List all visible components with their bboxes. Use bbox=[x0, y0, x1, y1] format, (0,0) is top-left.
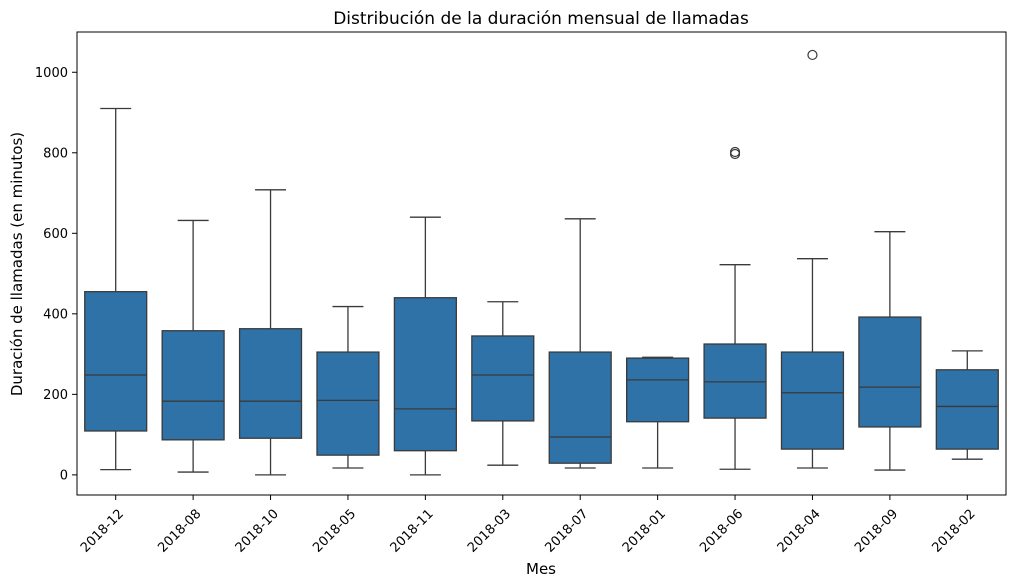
box-group-2018-08 bbox=[161, 219, 225, 473]
box-group-2018-12 bbox=[84, 107, 148, 471]
iqr-box bbox=[858, 316, 922, 428]
x-tick-label: 2018-10 bbox=[233, 507, 282, 556]
box-group-2018-04 bbox=[780, 49, 845, 469]
x-tick-label: 2018-11 bbox=[388, 507, 437, 556]
box-group-2018-07 bbox=[548, 218, 612, 469]
box-group-2018-05 bbox=[316, 305, 380, 469]
y-tick-label: 800 bbox=[43, 146, 68, 161]
x-tick-label: 2018-05 bbox=[310, 507, 359, 556]
iqr-box bbox=[393, 297, 457, 452]
x-tick-label: 2018-06 bbox=[697, 507, 746, 556]
box-group-2018-11 bbox=[393, 216, 457, 476]
outlier-point bbox=[729, 146, 741, 158]
x-tick-label: 2018-03 bbox=[465, 507, 514, 556]
iqr-box bbox=[626, 357, 690, 423]
x-tick-label: 2018-09 bbox=[852, 507, 901, 556]
box-group-2018-03 bbox=[471, 301, 535, 466]
y-tick-label: 600 bbox=[43, 227, 68, 242]
x-axis-label: Mes bbox=[526, 560, 556, 578]
x-tick-label: 2018-04 bbox=[775, 507, 824, 556]
iqr-box bbox=[316, 351, 380, 456]
y-tick-label: 0 bbox=[60, 468, 68, 483]
x-tick-label: 2018-12 bbox=[78, 507, 127, 556]
x-tick-label: 2018-01 bbox=[620, 507, 669, 556]
iqr-box bbox=[161, 330, 225, 441]
y-tick-label: 1000 bbox=[35, 66, 68, 81]
y-tick-label: 200 bbox=[43, 388, 68, 403]
box-group-2018-02 bbox=[935, 350, 999, 460]
iqr-box bbox=[84, 291, 148, 432]
plot-background bbox=[77, 32, 1006, 495]
iqr-box bbox=[238, 328, 303, 439]
box-group-2018-10 bbox=[238, 189, 303, 476]
x-tick-label: 2018-02 bbox=[930, 507, 979, 556]
iqr-box bbox=[703, 343, 767, 419]
box-group-2018-06 bbox=[703, 146, 767, 470]
box-group-2018-09 bbox=[858, 231, 922, 471]
iqr-box bbox=[548, 351, 612, 464]
plot-frame bbox=[76, 31, 1007, 496]
outlier-point bbox=[807, 49, 818, 61]
x-tick-label: 2018-08 bbox=[155, 507, 204, 556]
box-group-2018-01 bbox=[626, 356, 690, 469]
chart-title: Distribución de la duración mensual de l… bbox=[333, 9, 749, 29]
iqr-box bbox=[471, 335, 535, 422]
plot-area bbox=[77, 32, 1006, 495]
y-axis-label: Duración de llamadas (en minutos) bbox=[8, 132, 26, 396]
x-tick-label: 2018-07 bbox=[542, 507, 591, 556]
iqr-box bbox=[935, 369, 999, 450]
y-tick-label: 400 bbox=[43, 307, 68, 322]
iqr-box bbox=[780, 351, 845, 450]
box-marks bbox=[84, 49, 999, 476]
